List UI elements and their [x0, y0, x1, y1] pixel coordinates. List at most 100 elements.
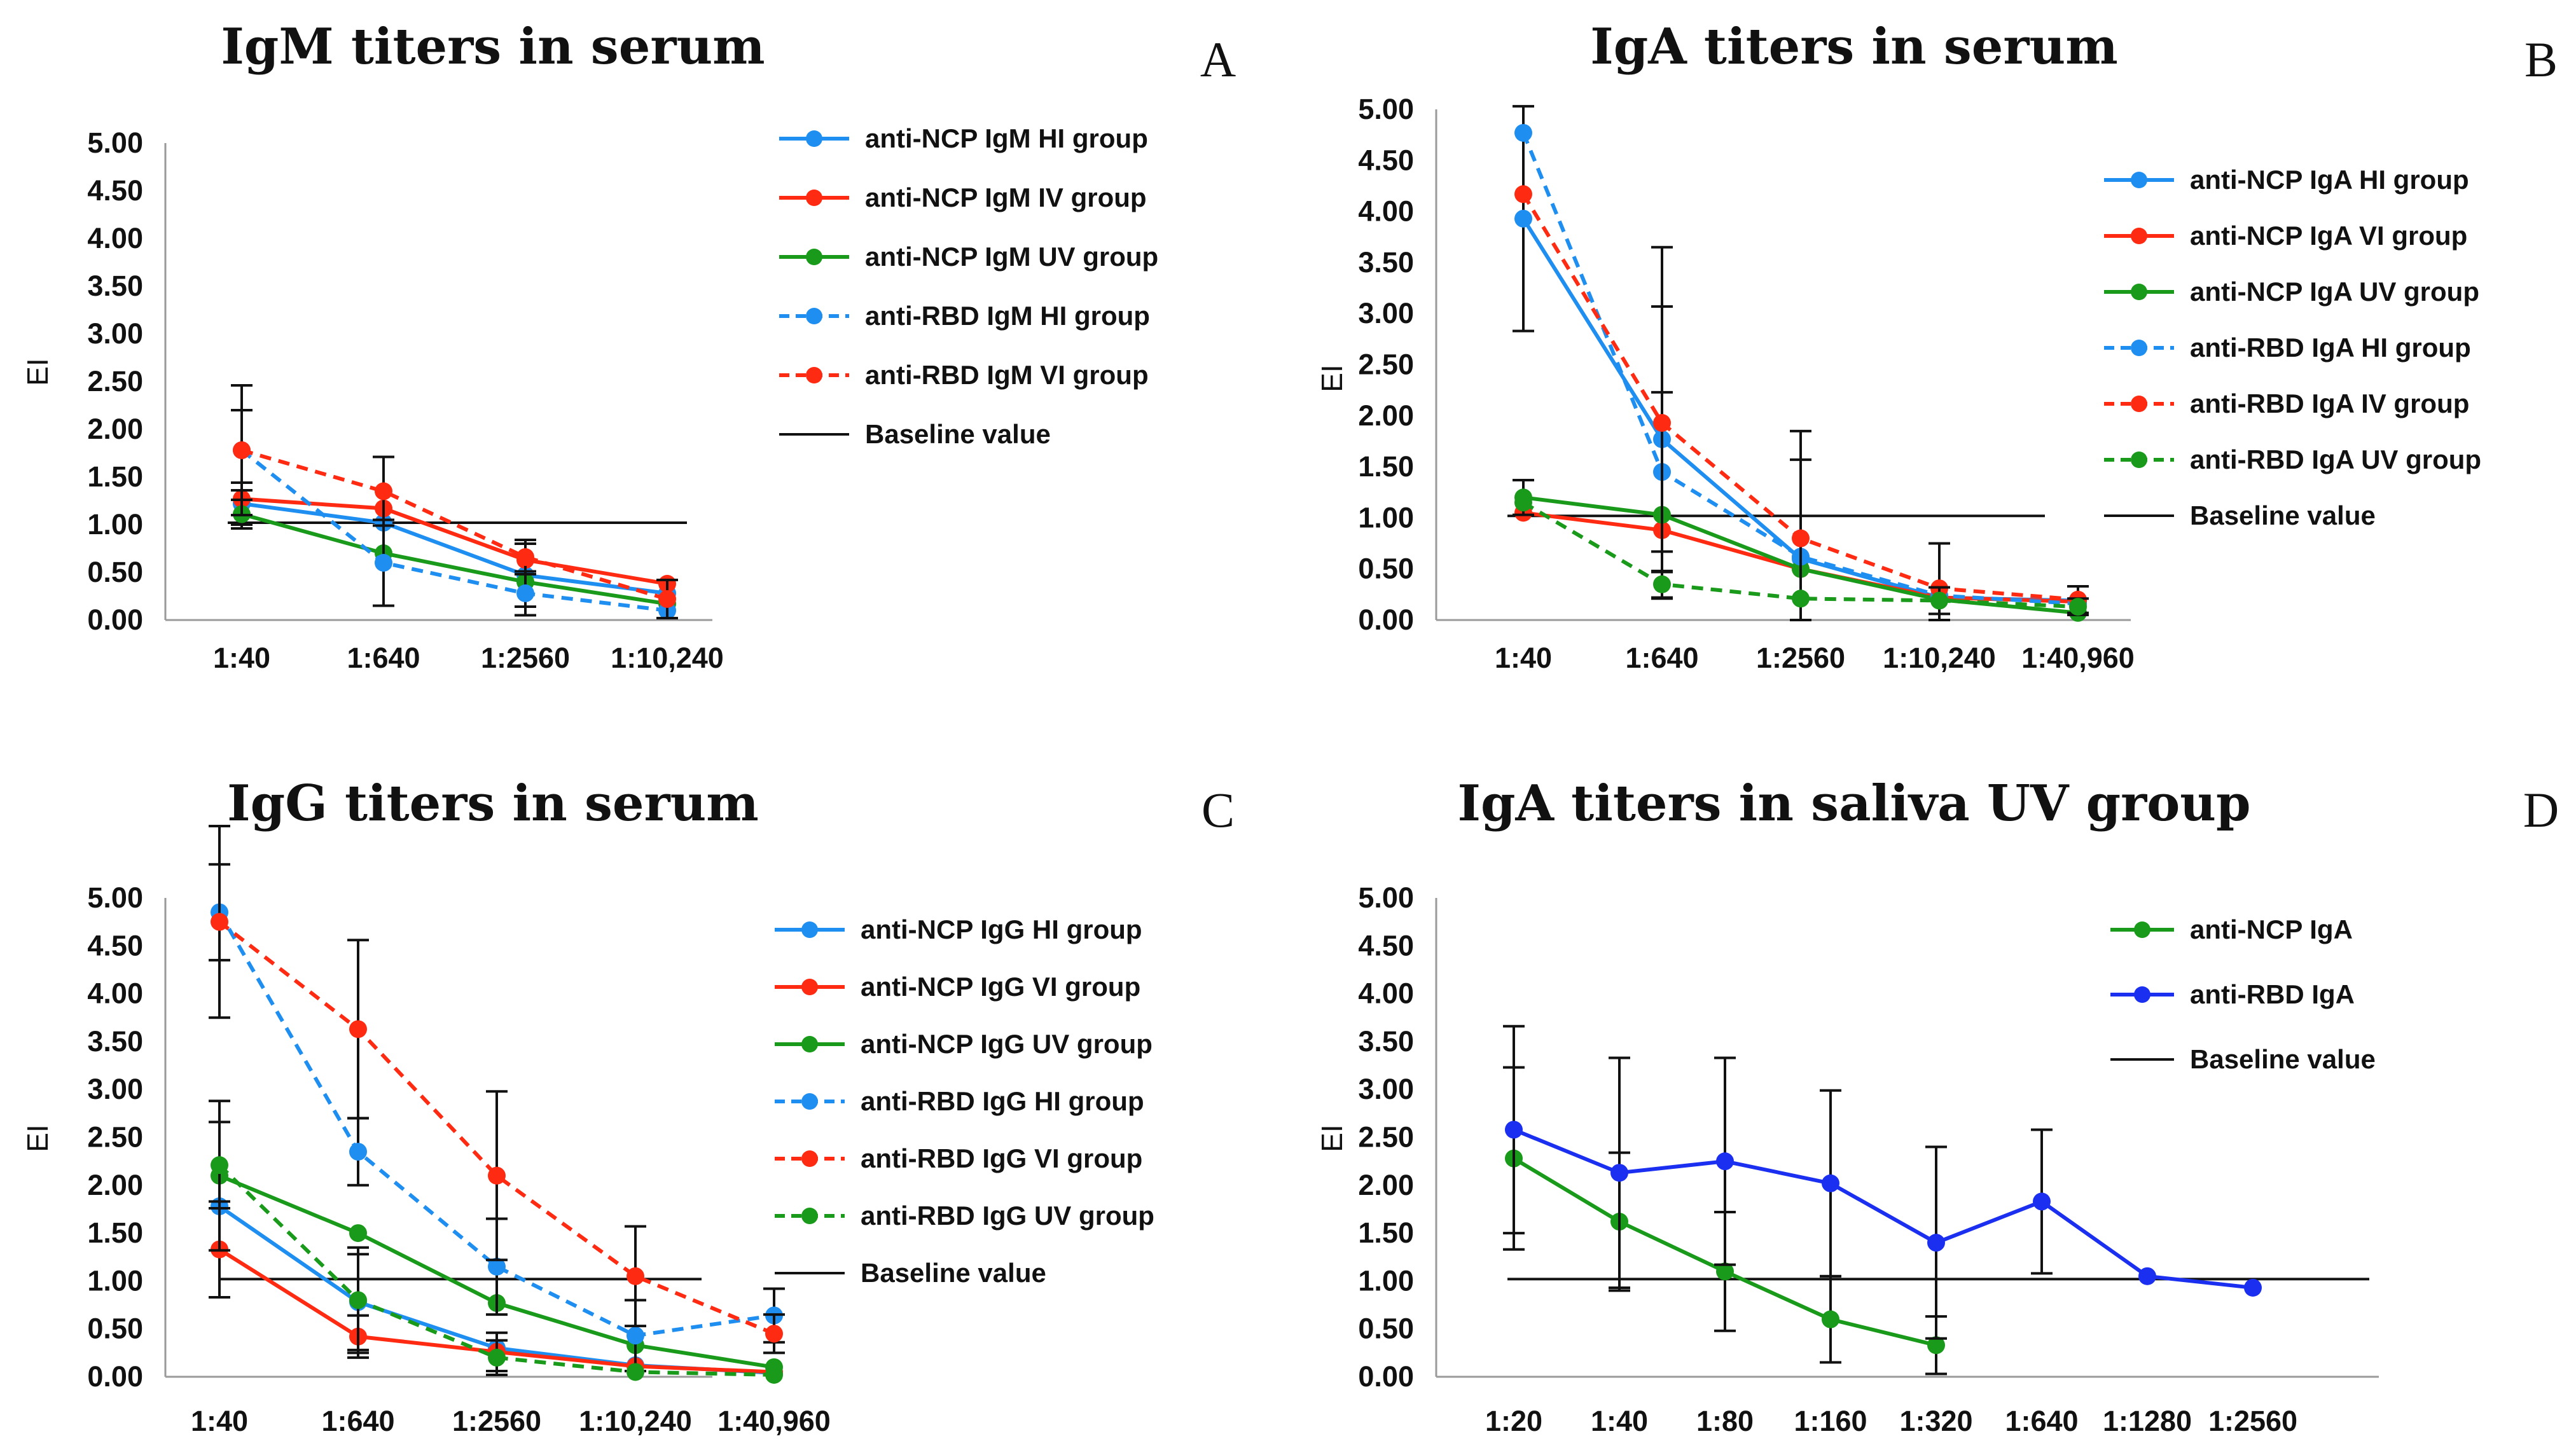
y-tick-label: 1.50	[1358, 450, 1414, 483]
y-tick-label: 2.50	[87, 365, 143, 397]
legend-label: anti-RBD IgA IV group	[2190, 389, 2469, 418]
data-point	[375, 482, 392, 500]
y-tick-label: 5.00	[87, 127, 143, 159]
data-point	[765, 1325, 783, 1343]
series-3	[231, 499, 676, 613]
panel-letter: B	[2524, 32, 2558, 87]
data-point	[627, 1363, 644, 1381]
x-tick-label: 1:2560	[1756, 642, 1845, 674]
data-point	[2033, 1192, 2051, 1211]
data-point	[627, 1327, 644, 1345]
y-tick-label: 2.00	[87, 413, 143, 445]
data-point	[516, 548, 534, 566]
data-point	[1792, 529, 1810, 548]
y-tick-label: 2.00	[1358, 1169, 1414, 1201]
x-tick-label: 1:1280	[2103, 1405, 2192, 1437]
y-tick-label: 4.00	[87, 222, 143, 254]
x-tick-label: 1:10,240	[579, 1405, 692, 1437]
legend-marker	[2134, 921, 2150, 938]
legend-marker	[2131, 284, 2147, 300]
series-line	[218, 920, 775, 1336]
y-tick-label: 2.50	[87, 1121, 143, 1154]
legend-label: Baseline value	[2190, 500, 2376, 530]
legend-label: anti-NCP IgA	[2190, 914, 2353, 944]
legend-marker	[806, 308, 822, 324]
y-tick-label: 4.50	[1358, 144, 1414, 176]
series-5	[1514, 185, 2089, 621]
legend-marker	[806, 367, 822, 383]
data-point	[349, 1143, 367, 1161]
legend-marker	[2131, 340, 2147, 356]
y-tick-label: 5.00	[1358, 93, 1414, 125]
x-tick-label: 1:40,960	[717, 1405, 831, 1437]
x-tick-label: 1:10,240	[611, 642, 724, 674]
legend-marker	[2134, 986, 2150, 1003]
series-line	[241, 512, 668, 606]
x-tick-label: 1:2560	[481, 642, 570, 674]
data-point	[349, 1020, 367, 1038]
legend-label: anti-NCP IgG UV group	[861, 1029, 1153, 1059]
x-tick-label: 1:640	[321, 1405, 394, 1437]
legend-label: anti-RBD IgA UV group	[2190, 445, 2481, 474]
y-tick-label: 4.00	[87, 977, 143, 1010]
data-point	[1653, 414, 1671, 432]
x-tick-label: 1:20	[1485, 1405, 1542, 1437]
y-axis-label: EI	[21, 358, 54, 385]
legend-label: Baseline value	[2190, 1044, 2376, 1074]
data-point	[488, 1348, 506, 1367]
series-6	[1514, 493, 2089, 616]
y-tick-label: 0.00	[87, 603, 143, 636]
x-tick-label: 1:40,960	[2021, 642, 2135, 674]
data-point	[349, 1291, 367, 1309]
x-tick-label: 1:640	[2005, 1405, 2078, 1437]
data-point	[1792, 590, 1810, 608]
legend-label: anti-NCP IgA UV group	[2190, 277, 2479, 307]
y-tick-label: 3.50	[1358, 246, 1414, 279]
series-4	[231, 409, 676, 619]
series-line	[1522, 500, 2079, 609]
y-tick-label: 1.00	[87, 1264, 143, 1297]
series-6	[209, 1121, 783, 1384]
y-tick-label: 0.50	[1358, 553, 1414, 585]
y-tick-label: 0.00	[1358, 1360, 1414, 1393]
legend-label: anti-NCP IgG VI group	[861, 972, 1140, 1002]
series-line	[241, 502, 668, 595]
panel-b: IgA titers in serum B EI 5.00 4.50 4.00 3.50 3.…	[1315, 18, 2558, 674]
y-tick-label: 0.00	[87, 1360, 143, 1393]
x-tick-label: 1:320	[1899, 1405, 1972, 1437]
legend-marker	[2131, 396, 2147, 412]
panel-letter: D	[2523, 782, 2559, 838]
legend-label: anti-RBD IgM HI group	[865, 301, 1150, 331]
data-point	[1716, 1152, 1734, 1171]
data-point	[1653, 575, 1671, 593]
y-tick-label: 0.00	[1358, 603, 1414, 636]
data-point	[1716, 1262, 1734, 1281]
legend-marker	[2131, 452, 2147, 468]
x-tick-label: 1:160	[1794, 1405, 1867, 1437]
legend-label: anti-RBD IgG VI group	[861, 1143, 1142, 1173]
legend-marker	[806, 249, 822, 265]
x-tick-label: 1:40	[213, 642, 270, 674]
y-tick-label: 3.00	[1358, 297, 1414, 329]
y-tick-label: 2.00	[1358, 399, 1414, 432]
data-point	[233, 441, 251, 459]
data-point	[1930, 591, 1948, 610]
legend-label: anti-NCP IgM HI group	[865, 123, 1148, 153]
data-point	[516, 584, 534, 602]
legend-label: anti-NCP IgA HI group	[2190, 165, 2469, 195]
x-tick-label: 1:80	[1696, 1405, 1754, 1437]
series-line	[240, 448, 668, 612]
x-tick-label: 1:640	[347, 642, 420, 674]
y-tick-label: 2.50	[1358, 1121, 1414, 1154]
legend-marker	[806, 190, 822, 206]
data-point	[488, 1166, 506, 1185]
data-point	[2069, 598, 2087, 616]
y-tick-label: 4.50	[87, 174, 143, 207]
y-tick-label: 4.00	[1358, 195, 1414, 228]
y-tick-label: 2.50	[1358, 348, 1414, 381]
legend-marker	[801, 921, 818, 938]
data-point	[349, 1224, 367, 1243]
legend-label: anti-RBD IgA	[2190, 979, 2355, 1009]
data-point	[375, 554, 392, 572]
